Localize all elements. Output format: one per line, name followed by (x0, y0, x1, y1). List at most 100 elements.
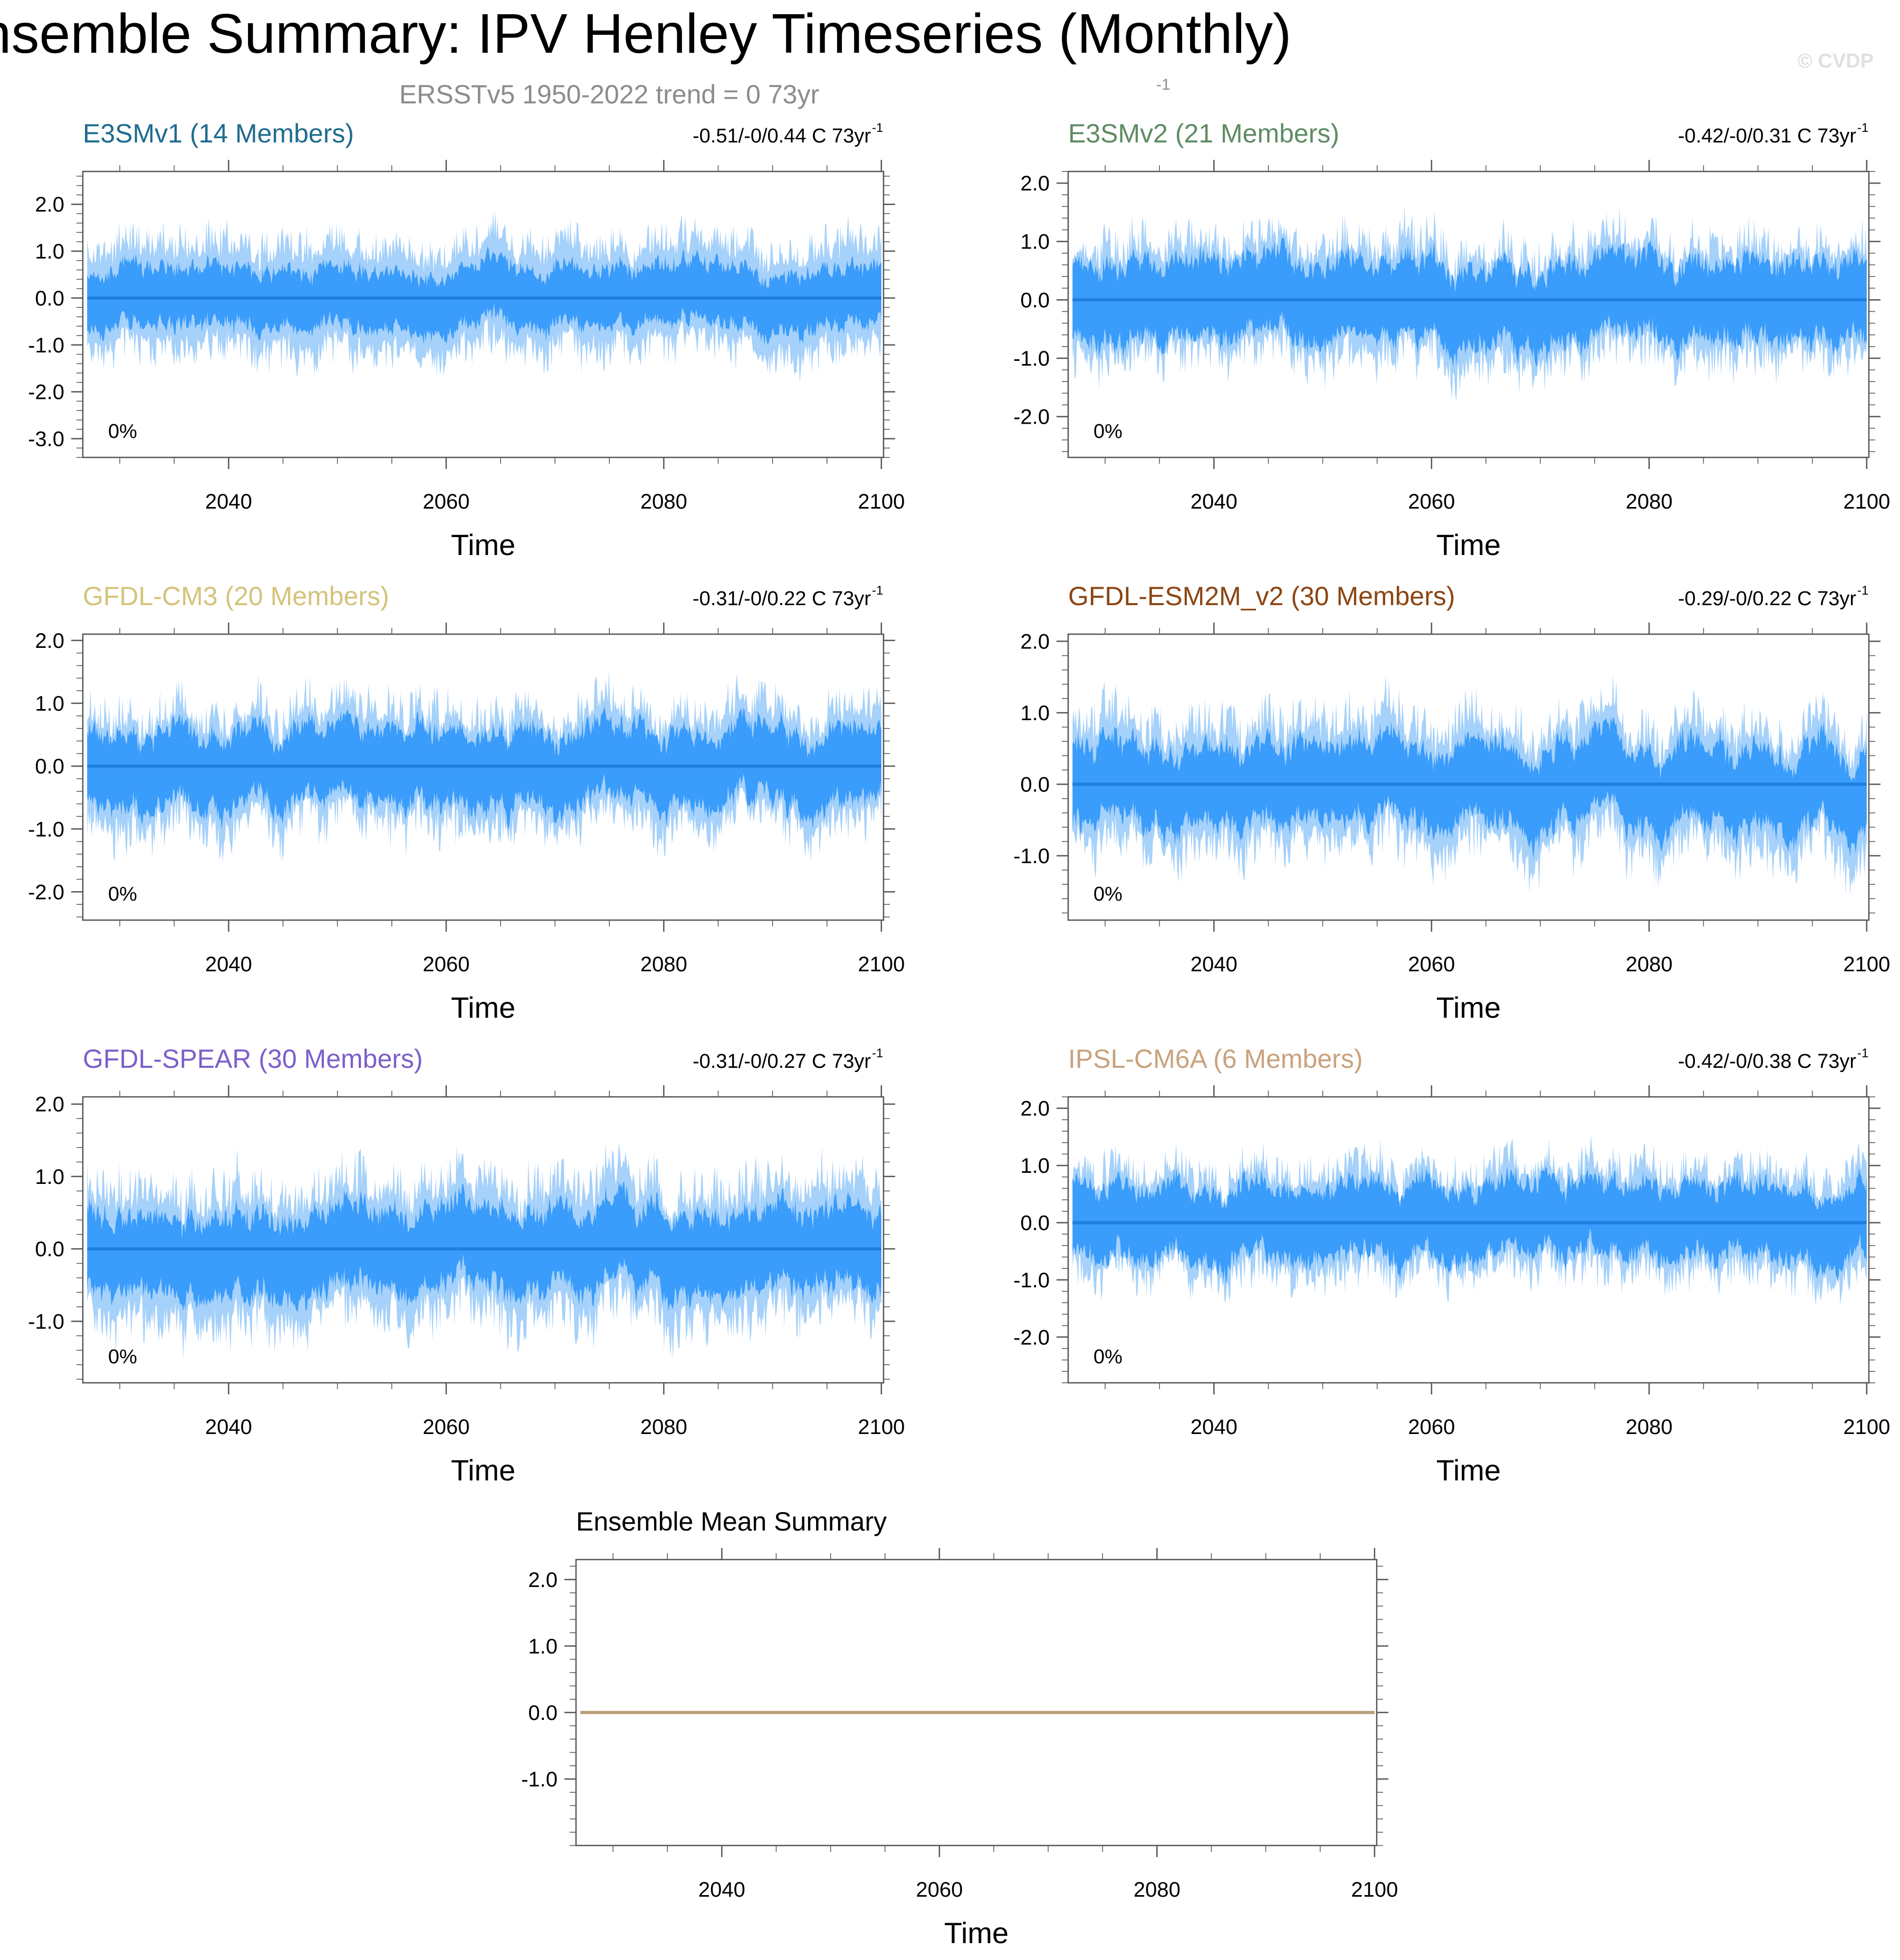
x-tick-label: 2080 (1626, 490, 1673, 513)
y-tick-label: 1.0 (1020, 1154, 1050, 1178)
panel-title: IPSL-CM6A (6 Members) (1068, 1044, 1362, 1074)
x-tick-label: 2080 (1626, 1416, 1673, 1439)
y-tick-label: 0.0 (35, 287, 64, 310)
x-tick-label: 2060 (1408, 1416, 1455, 1439)
x-tick-label: 2080 (640, 953, 687, 976)
x-axis-title: Time (1436, 991, 1501, 1024)
x-axis-title: Time (944, 1916, 1009, 1949)
x-tick-label: 2040 (205, 1416, 252, 1439)
x-axis-title: Time (1436, 528, 1501, 561)
x-tick-label: 2080 (1134, 1878, 1181, 1901)
x-tick-label: 2100 (1843, 953, 1890, 976)
plot-area (87, 1142, 881, 1361)
trend-label: -0.42/-0/0.31 C 73yr (1678, 125, 1856, 147)
y-tick-label: -1.0 (28, 818, 64, 841)
panel-1: 2.0 1.0 0.0 -1.0 -2.0 -3.0 2040 2060 2080 2100 Tim… (28, 119, 905, 561)
percent-label: 0% (108, 1346, 137, 1368)
trend-label-sup: -1 (1857, 1046, 1868, 1060)
trend-label: -0.51/-0/0.44 C 73yr (693, 125, 871, 147)
y-tick-label: 0.0 (1020, 289, 1050, 312)
watermark: © CVDP (1798, 50, 1874, 72)
y-tick-label: -1.0 (521, 1768, 558, 1791)
plot-frame (1067, 170, 1870, 458)
x-tick-label: 2100 (858, 1416, 905, 1439)
y-tick-label: 2.0 (1020, 1097, 1050, 1121)
y-tick-label: 0.0 (1020, 773, 1050, 797)
panel-6: 2.0 1.0 0.0 -1.0 -2.0 2040 2060 2080 2100 Time IPS… (1013, 1044, 1890, 1487)
inner-spread-band (1072, 1166, 1867, 1284)
x-tick-label: 2040 (205, 490, 252, 513)
y-tick-label: 1.0 (35, 240, 64, 263)
x-tick-label: 2080 (640, 1416, 687, 1439)
panel-title: GFDL-SPEAR (30 Members) (83, 1044, 423, 1074)
y-tick-label: -1.0 (1013, 845, 1050, 868)
y-tick-label: -3.0 (28, 427, 64, 451)
x-axis-title: Time (1436, 1454, 1501, 1487)
percent-label: 0% (1093, 1346, 1122, 1368)
plot-frame (82, 1096, 885, 1384)
y-tick-label: 0.0 (528, 1701, 558, 1725)
inner-spread-band (87, 246, 881, 346)
percent-label: 0% (108, 883, 137, 905)
x-tick-label: 2060 (423, 953, 469, 976)
figure-subtitle-sup: -1 (1156, 76, 1170, 93)
x-tick-label: 2060 (1408, 953, 1455, 976)
y-tick-label: 2.0 (35, 1093, 64, 1116)
x-axis-title: Time (451, 1454, 515, 1487)
y-tick-label: 0.0 (35, 755, 64, 778)
y-tick-label: 1.0 (528, 1635, 558, 1658)
panel-5: 2.0 1.0 0.0 -1.0 2040 2060 2080 2100 Time GFDL-SP… (28, 1044, 905, 1487)
y-tick-label: 2.0 (1020, 172, 1050, 195)
y-tick-label: -1.0 (28, 1310, 64, 1333)
y-tick-label: 0.0 (35, 1238, 64, 1261)
trend-label-sup: -1 (872, 121, 883, 135)
plot-frame (1067, 633, 1870, 921)
figure-title: Ensemble Summary: IPV Henley Timeseries … (0, 3, 1291, 65)
percent-label: 0% (1093, 883, 1122, 905)
x-tick-label: 2040 (1191, 953, 1237, 976)
inner-spread-band (87, 1181, 881, 1312)
x-tick-label: 2060 (423, 1416, 469, 1439)
y-tick-label: 2.0 (1020, 630, 1050, 654)
percent-label: 0% (108, 420, 137, 443)
x-tick-label: 2080 (640, 490, 687, 513)
x-tick-label: 2100 (858, 953, 905, 976)
panel-title: GFDL-ESM2M_v2 (30 Members) (1068, 581, 1455, 611)
y-tick-label: 2.0 (35, 629, 64, 653)
plot-frame (1067, 1096, 1870, 1384)
x-tick-label: 2060 (1408, 490, 1455, 513)
y-tick-label: -2.0 (1013, 1326, 1050, 1349)
percent-label: 0% (1093, 420, 1122, 443)
y-tick-label: 1.0 (1020, 702, 1050, 725)
x-axis-title: Time (451, 528, 515, 561)
plot-frame (575, 1559, 1378, 1847)
plot-area (87, 670, 881, 864)
plot-area (1072, 1135, 1867, 1305)
x-tick-label: 2040 (205, 953, 252, 976)
x-tick-label: 2060 (916, 1878, 963, 1901)
figure-subtitle: ERSSTv5 1950-2022 trend = 0 73yr (399, 80, 819, 109)
y-tick-label: -2.0 (1013, 406, 1050, 429)
panel-title: E3SMv1 (14 Members) (83, 119, 354, 148)
panel-title: E3SMv2 (21 Members) (1068, 119, 1339, 148)
y-tick-label: 1.0 (1020, 231, 1050, 254)
panel-4: 2.0 1.0 0.0 -1.0 2040 2060 2080 2100 Time GFDL-ES… (1013, 581, 1890, 1024)
x-tick-label: 2040 (1191, 1416, 1237, 1439)
y-tick-label: 1.0 (35, 1165, 64, 1189)
panel-2: 2.0 1.0 0.0 -1.0 -2.0 2040 2060 2080 2100 Time E3S… (1013, 119, 1890, 561)
trend-label: -0.31/-0/0.27 C 73yr (693, 1050, 871, 1073)
x-tick-label: 2100 (1843, 1416, 1890, 1439)
panels: 2.0 1.0 0.0 -1.0 -2.0 -3.0 2040 2060 2080 2100 Tim… (28, 119, 1890, 1949)
y-tick-label: 2.0 (35, 193, 64, 216)
plot-area (1072, 205, 1867, 402)
y-tick-label: -1.0 (28, 334, 64, 357)
x-tick-label: 2080 (1626, 953, 1673, 976)
y-tick-label: -1.0 (1013, 347, 1050, 370)
trend-label: -0.29/-0/0.22 C 73yr (1678, 588, 1856, 610)
trend-label-sup: -1 (872, 1046, 883, 1060)
trend-label-sup: -1 (872, 584, 883, 598)
panel-title: GFDL-CM3 (20 Members) (83, 581, 389, 611)
x-tick-label: 2060 (423, 490, 469, 513)
inner-spread-band (1072, 237, 1867, 367)
